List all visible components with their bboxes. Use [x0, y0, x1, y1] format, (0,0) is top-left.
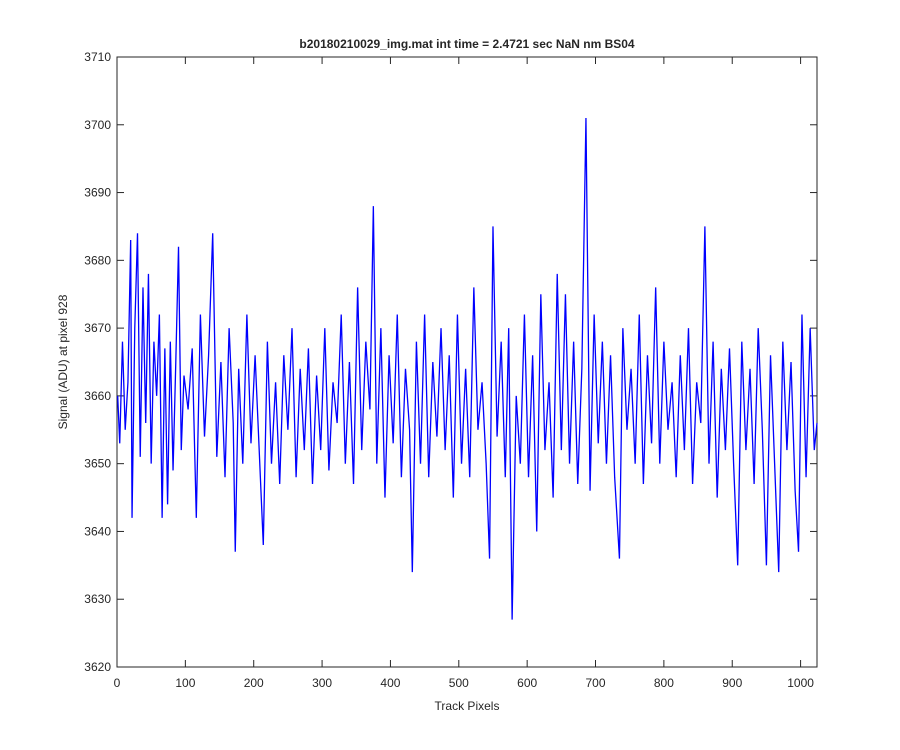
chart-title: b20180210029_img.mat int time = 2.4721 s…: [299, 37, 635, 51]
x-tick-label: 800: [654, 676, 674, 690]
y-tick-label: 3710: [84, 50, 111, 64]
y-tick-label: 3700: [84, 118, 111, 132]
y-tick-label: 3670: [84, 321, 111, 335]
y-tick-label: 3660: [84, 389, 111, 403]
signal-line: [117, 117, 818, 620]
x-tick-label: 200: [244, 676, 264, 690]
y-tick-label: 3650: [84, 457, 111, 471]
x-tick-label: 900: [722, 676, 742, 690]
y-tick-label: 3690: [84, 186, 111, 200]
x-tick-label: 0: [114, 676, 121, 690]
x-axis-label: Track Pixels: [435, 699, 500, 713]
y-tick-label: 3620: [84, 660, 111, 674]
x-tick-label: 600: [517, 676, 537, 690]
y-tick-label: 3680: [84, 253, 111, 267]
x-tick-label: 400: [380, 676, 400, 690]
y-tick-label: 3640: [84, 524, 111, 538]
x-tick-label: 300: [312, 676, 332, 690]
x-tick-label: 700: [586, 676, 606, 690]
x-tick-label: 500: [449, 676, 469, 690]
y-axis-label: Signal (ADU) at pixel 928: [56, 294, 70, 429]
plot-box: [116, 56, 818, 668]
y-tick-label: 3630: [84, 592, 111, 606]
x-tick-label: 1000: [787, 676, 814, 690]
x-tick-label: 100: [175, 676, 195, 690]
